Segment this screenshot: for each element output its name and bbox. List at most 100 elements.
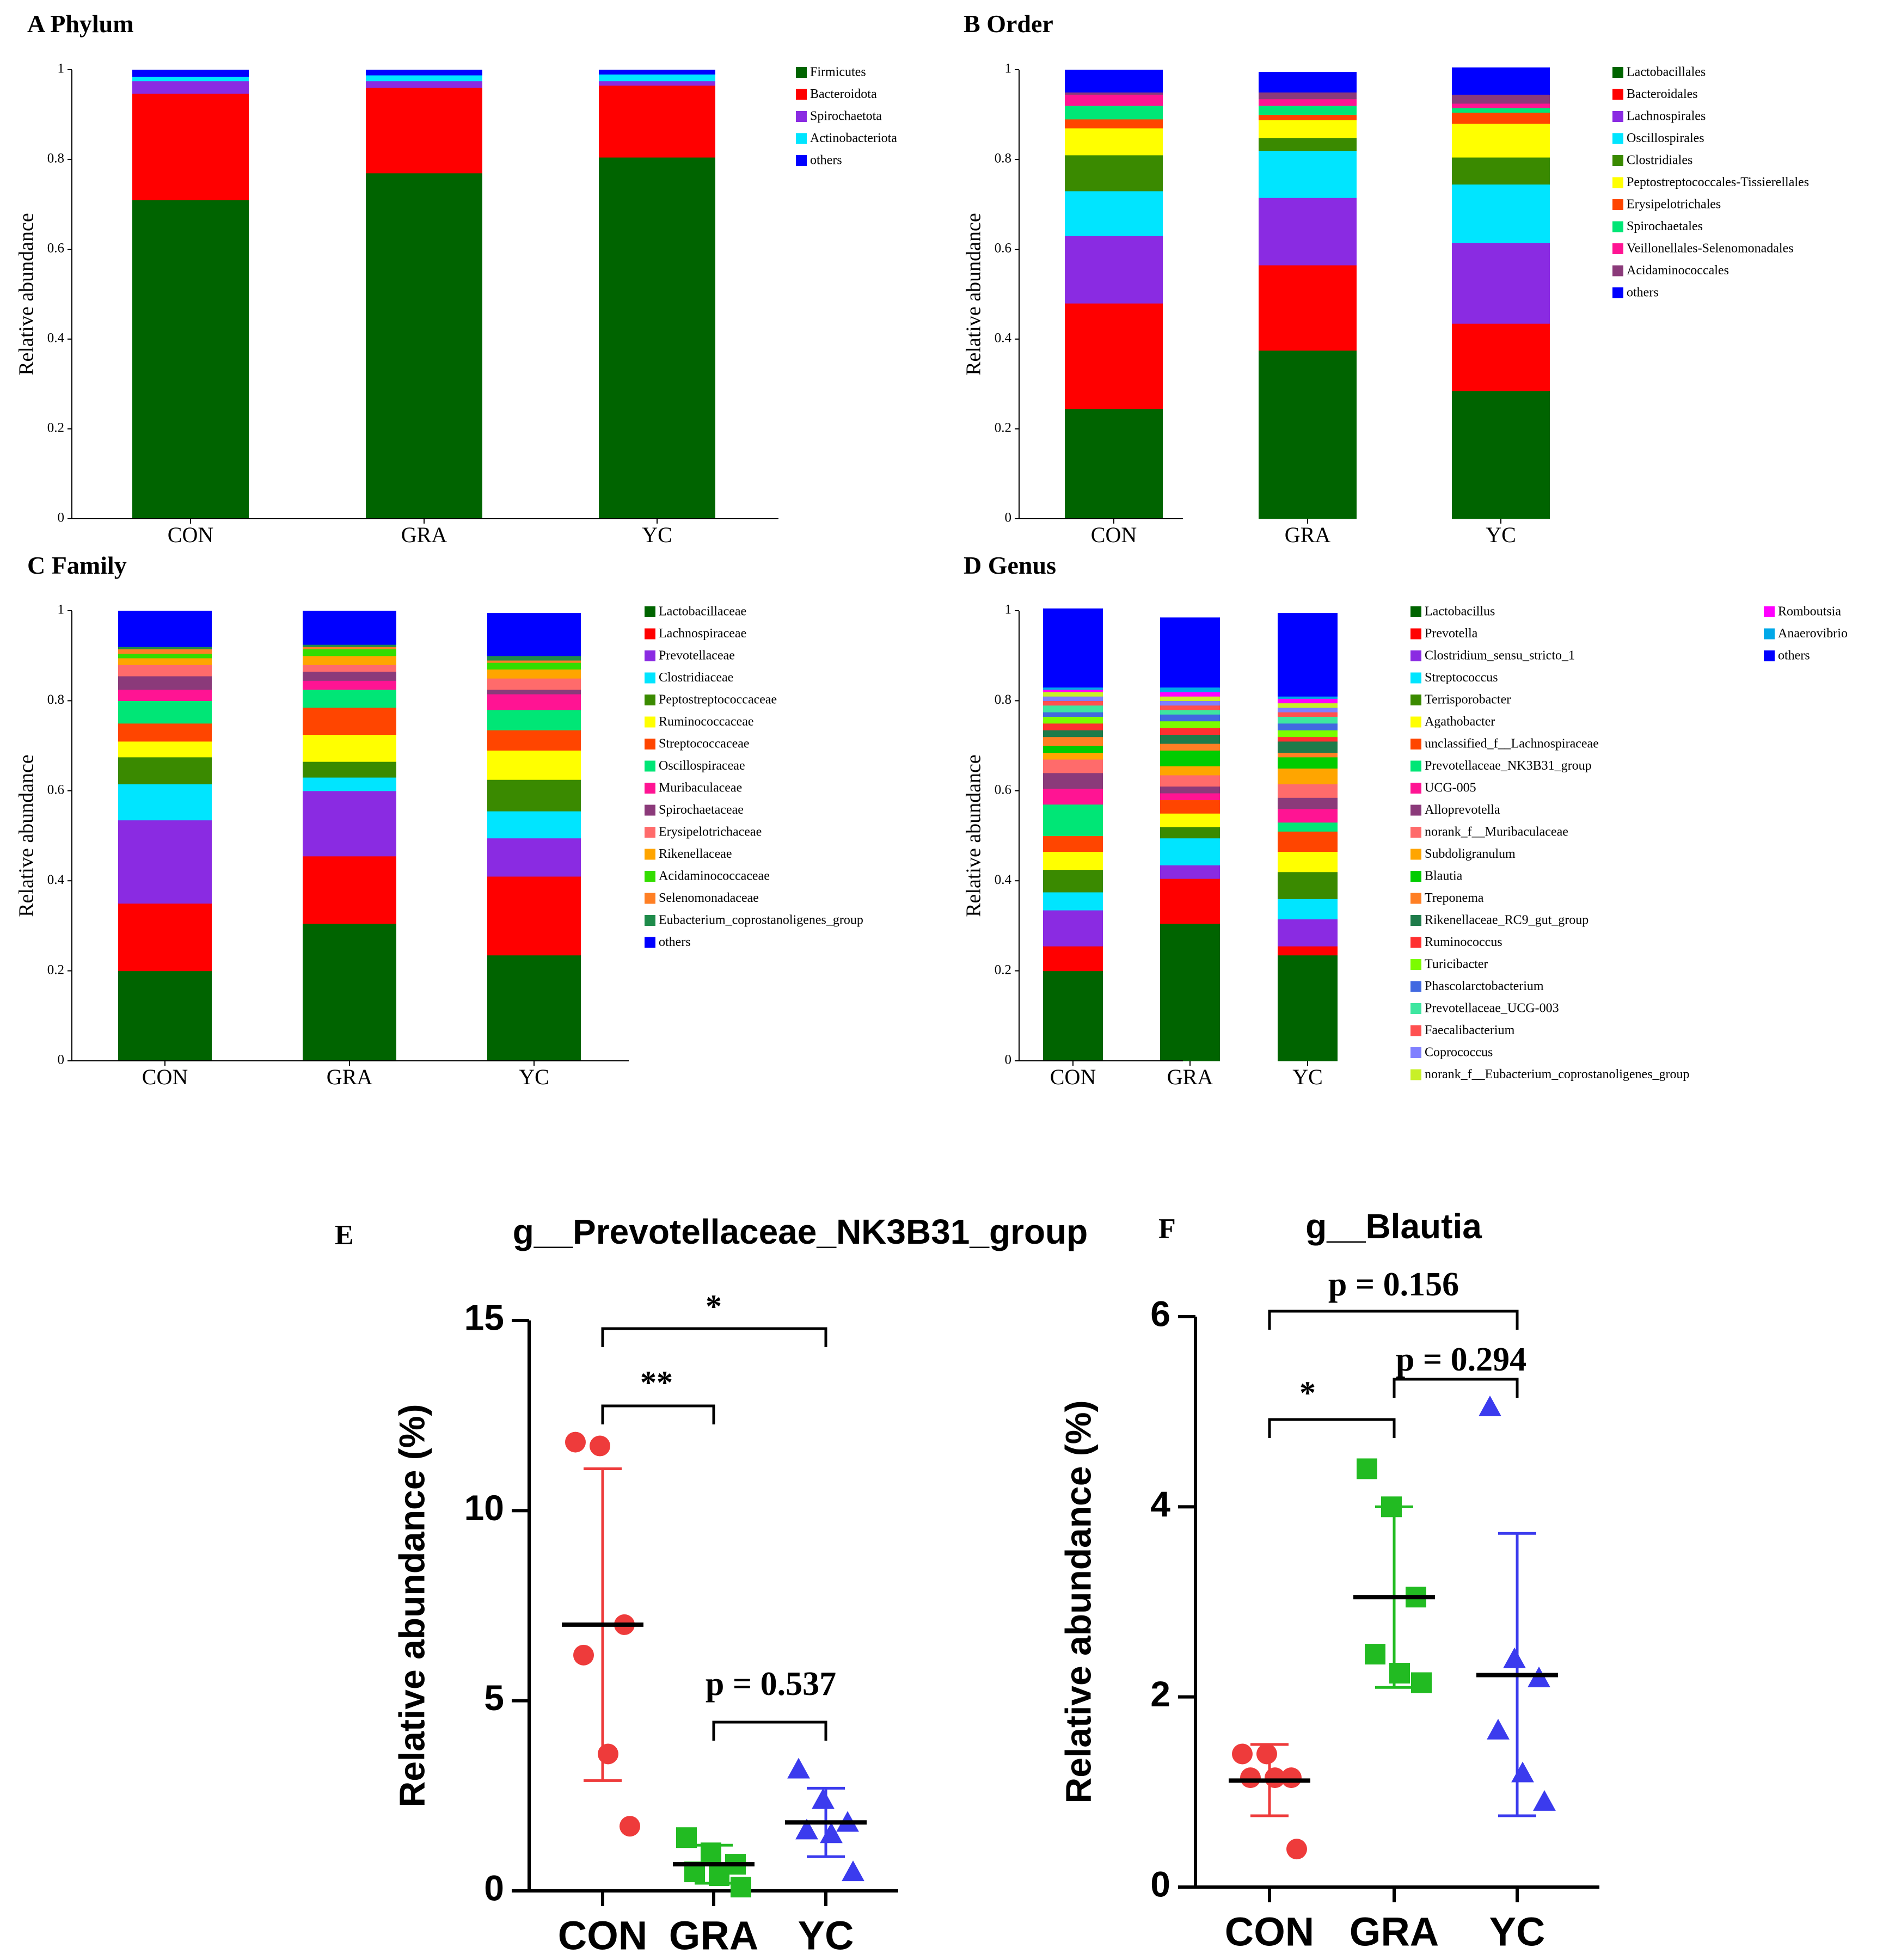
group-yc <box>1476 1396 1558 1817</box>
legend-label: Turicibacter <box>1425 957 1488 972</box>
legend-swatch <box>1410 606 1421 617</box>
legend-label: Treponema <box>1425 891 1484 905</box>
significance-bracket: p = 0.294 <box>1393 1341 1526 1398</box>
legend-label: norank_f__Muribaculaceae <box>1425 825 1568 839</box>
bar-segment-yc-11 <box>1278 768 1338 784</box>
bar-segment-gra-3 <box>366 75 482 82</box>
legend-label: Spirochaetaceae <box>659 803 744 817</box>
panel-letter: A Phylum <box>27 10 134 38</box>
y-tick-label: 4 <box>1150 1484 1170 1524</box>
legend-label: unclassified_f__Lachnospiraceae <box>1425 737 1599 751</box>
y-axis-label: Relative abundance <box>962 213 985 376</box>
bracket-line <box>1268 1418 1396 1438</box>
bar-segment-gra-20 <box>1160 701 1220 706</box>
bar-segment-con-6 <box>1043 835 1103 852</box>
bar-segment-yc-1 <box>1278 946 1338 956</box>
data-point <box>731 1877 751 1898</box>
bar-segment-yc-17 <box>1278 723 1338 730</box>
data-point <box>820 1822 843 1844</box>
bar-segment-yc-2 <box>1452 242 1550 324</box>
bar-segment-con-2 <box>132 81 249 94</box>
bar-segment-yc-3 <box>1452 184 1550 243</box>
bar-segment-gra-11 <box>303 655 396 665</box>
bar-segment-gra-13 <box>1160 743 1220 751</box>
legend-label: Peptostreptococcaceae <box>659 693 777 707</box>
y-axis-label: Relative abundance <box>962 754 985 917</box>
y-tick-label: 0.4 <box>47 331 65 346</box>
bar-segment-yc-7 <box>487 709 581 730</box>
bar-segment-gra-4 <box>366 70 482 76</box>
legend-label: others <box>1627 286 1659 300</box>
bar-segment-con-8 <box>1065 94 1163 106</box>
bar-segment-gra-24 <box>1160 617 1220 688</box>
data-point <box>1533 1790 1556 1811</box>
y-tick-label: 0 <box>484 1867 504 1908</box>
bar-segment-gra-22 <box>1160 691 1220 697</box>
significance-label: ** <box>640 1365 673 1400</box>
legend-label: others <box>659 935 691 949</box>
bar-segment-con-13 <box>118 649 212 654</box>
data-point <box>1240 1767 1261 1789</box>
legend-swatch <box>645 628 655 640</box>
group-yc <box>785 1758 867 1882</box>
bar-segment-con-3 <box>132 76 249 82</box>
legend-swatch <box>1612 155 1623 166</box>
data-point <box>565 1431 586 1453</box>
bar-segment-gra-9 <box>1160 786 1220 794</box>
chart-title: Family <box>52 551 127 579</box>
legend-label: others <box>1778 649 1810 663</box>
bracket-line <box>1393 1378 1519 1398</box>
x-tick-label-yc: YC <box>1489 1909 1545 1955</box>
bar-segment-con-18 <box>1043 705 1103 712</box>
bar-segment-gra-10 <box>1160 775 1220 787</box>
panel-spacer <box>45 551 52 579</box>
significance-bracket: * <box>1268 1375 1396 1438</box>
bar-segment-gra-4 <box>303 761 396 778</box>
bar-segment-gra-23 <box>1160 687 1220 692</box>
panel-letter: B Order <box>964 10 1053 38</box>
legend-swatch <box>1410 695 1421 705</box>
legend-swatch <box>1612 221 1623 232</box>
significance-label: p = 0.537 <box>706 1666 836 1703</box>
legend-swatch <box>1410 628 1421 640</box>
legend-label: Prevotellaceae_UCG-003 <box>1425 1001 1559 1016</box>
panel-label: F <box>1158 1213 1176 1244</box>
y-tick-label: 0.8 <box>47 692 64 707</box>
y-axis-label: Relative abundance <box>15 754 38 917</box>
x-tick-label-con: CON <box>1225 1909 1314 1955</box>
data-point <box>1281 1767 1302 1789</box>
bar-segment-gra-10 <box>303 665 396 672</box>
bar-segment-yc-19 <box>1278 712 1338 717</box>
bar-segment-gra-0 <box>1160 923 1220 1061</box>
x-tick-label-yc: YC <box>798 1913 854 1958</box>
x-tick-label-con: CON <box>1050 1065 1096 1089</box>
legend-label: Clostridium_sensu_stricto_1 <box>1425 649 1575 663</box>
legend-swatch <box>645 915 655 926</box>
y-tick-label: 0.2 <box>47 962 64 977</box>
legend-label: Oscillospirales <box>1627 131 1704 145</box>
bar-segment-yc-6 <box>1278 831 1338 852</box>
bar-segment-yc-0 <box>487 955 581 1061</box>
panel-label: B <box>964 10 980 38</box>
data-point <box>573 1644 594 1666</box>
bar-segment-yc-18 <box>1278 716 1338 724</box>
bar-segment-yc-10 <box>487 678 581 690</box>
panel-a: A Phylum 0 0.2 0.4 0.6 0.8 1 CON GRA YC Relative a… <box>15 10 898 548</box>
data-point <box>1411 1672 1432 1693</box>
legend-swatch <box>1612 89 1623 100</box>
bar-segment-gra-2 <box>366 81 482 88</box>
data-point <box>1487 1718 1510 1740</box>
legend-label: Phascolarctobacterium <box>1425 979 1544 993</box>
legend-label: Clostridiaceae <box>659 671 733 685</box>
legend: Lactobacillus Prevotella Clostridium_sensu… <box>1410 605 1848 1082</box>
y-tick-label: 0 <box>58 511 65 525</box>
legend-swatch <box>1410 716 1421 728</box>
legend-label: Firmicutes <box>810 65 866 79</box>
bar-segment-gra-8 <box>303 680 396 690</box>
bar-segment-gra-1 <box>1259 265 1357 351</box>
legend-swatch <box>1410 1047 1421 1058</box>
bar-segment-con-1 <box>118 903 212 972</box>
bar-segment-yc-0 <box>1278 955 1338 1061</box>
y-tick-label: 0.8 <box>995 692 1011 707</box>
bar-segment-gra-16 <box>1160 721 1220 728</box>
